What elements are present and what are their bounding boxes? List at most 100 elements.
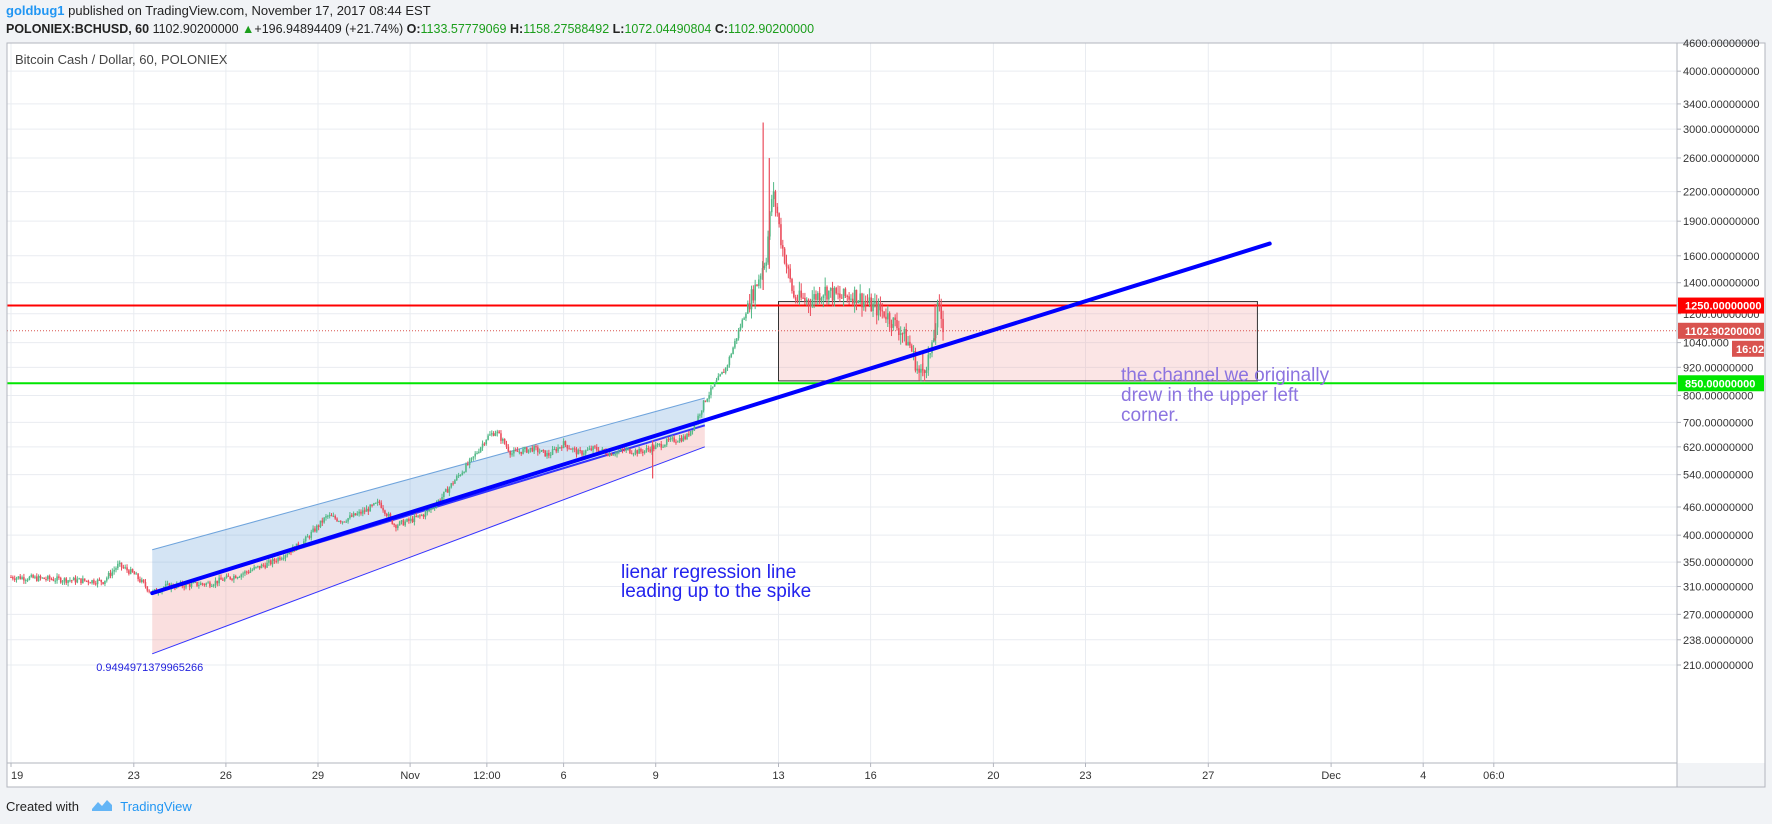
candle-body	[430, 507, 432, 510]
candle-body	[662, 446, 664, 448]
candle-body	[443, 491, 445, 498]
candle-body	[59, 577, 62, 583]
candle-body	[148, 590, 150, 592]
tradingview-link[interactable]: TradingView	[120, 799, 192, 814]
candle-body	[325, 516, 327, 518]
candle-body	[846, 295, 849, 297]
candle-body	[118, 562, 121, 564]
candle-body	[227, 575, 230, 577]
candle-body	[12, 577, 14, 579]
candle-body	[689, 431, 692, 436]
candle-body	[279, 557, 281, 560]
y-tick-label: 3400.00000000	[1683, 99, 1759, 111]
y-tick-label: 620.00000000	[1683, 442, 1753, 454]
candle-body	[236, 577, 239, 579]
candle-body	[778, 213, 780, 225]
candle-body	[70, 580, 73, 582]
candle-body	[229, 576, 231, 579]
candle-body	[901, 333, 904, 335]
candle-body	[111, 571, 114, 576]
x-axis-pane[interactable]	[7, 763, 1677, 787]
candle-body	[822, 295, 825, 299]
candle-body	[207, 582, 209, 584]
candle-body	[630, 453, 633, 455]
candle-body	[234, 575, 237, 579]
candle-body	[942, 318, 944, 333]
publish-line: goldbug1 published on TradingView.com, N…	[6, 2, 1766, 20]
candle-body	[67, 580, 69, 583]
candle-body	[209, 582, 211, 587]
candle-body	[765, 262, 768, 266]
candle-body	[317, 525, 320, 527]
candle-body	[820, 298, 823, 301]
candle-body	[721, 371, 723, 375]
x-tick-label: 29	[312, 770, 324, 782]
candle-body	[146, 586, 149, 591]
candle-body	[409, 518, 412, 521]
candle-body	[642, 451, 644, 453]
x-tick-label: Dec	[1321, 770, 1341, 782]
candle-body	[888, 313, 891, 325]
candle-body	[850, 298, 852, 300]
candle-body	[347, 518, 349, 522]
candle-body	[743, 318, 745, 320]
candle-body	[190, 583, 193, 587]
candle-body	[140, 579, 143, 582]
candle-body	[26, 579, 29, 581]
candle-body	[341, 521, 344, 523]
candle-body	[774, 191, 777, 207]
candle-body	[697, 415, 699, 423]
candle-body	[247, 572, 250, 574]
price-tags: 1250.00000000 850.00000000 1102.90200000 16…	[1678, 297, 1764, 392]
candle-body	[747, 303, 749, 314]
candle-body	[851, 298, 854, 304]
candle-body	[864, 301, 867, 303]
y-tick-label: 270.00000000	[1683, 609, 1753, 621]
candle-body	[842, 288, 845, 299]
published-text: published on TradingView.com, November 1…	[68, 3, 431, 18]
author-link[interactable]: goldbug1	[6, 3, 65, 18]
candle-body	[433, 507, 436, 509]
candle-body	[490, 433, 493, 435]
candle-body	[649, 449, 651, 452]
candle-body	[37, 576, 40, 581]
candle-body	[712, 386, 714, 388]
candle-body	[245, 571, 248, 573]
y-tick-label: 920.00000000	[1683, 362, 1753, 374]
resistance-tag-text: 1250.00000000	[1685, 301, 1761, 313]
candle-body	[65, 578, 68, 583]
candle-body	[385, 513, 388, 516]
candle-body	[100, 579, 103, 583]
candle-body	[115, 568, 117, 570]
candle-body	[266, 562, 268, 568]
candle-body	[391, 517, 394, 525]
candle-body	[761, 267, 764, 276]
y-tick-label: 350.00000000	[1683, 557, 1753, 569]
candle-body	[240, 574, 243, 577]
candle-body	[135, 573, 138, 575]
price-chart[interactable]: 0.9494971379965266 lienar regression lin…	[0, 0, 1772, 790]
candle-body	[269, 560, 272, 565]
candle-body	[432, 507, 434, 509]
candle-body	[686, 433, 688, 440]
candle-body	[590, 448, 593, 451]
candle-body	[63, 578, 66, 582]
candle-body	[583, 453, 585, 455]
annotation-regression-line: lienar regression line	[621, 562, 796, 583]
candle-body	[255, 566, 257, 568]
candle-body	[918, 368, 920, 373]
candle-body	[809, 304, 812, 307]
candle-body	[544, 450, 546, 457]
candle-body	[934, 327, 937, 339]
candle-body	[905, 328, 908, 346]
candle-body	[196, 581, 198, 586]
x-tick-label: 12:00	[473, 770, 501, 782]
candle-body	[54, 580, 57, 582]
x-tick-label: 20	[987, 770, 999, 782]
candle-body	[124, 567, 127, 569]
y-axis-pane[interactable]	[1677, 43, 1765, 763]
candle-body	[524, 447, 526, 450]
candle-body	[848, 296, 850, 300]
annotation-regression-line: leading up to the spike	[621, 581, 811, 602]
chart-pane[interactable]	[7, 43, 1677, 763]
